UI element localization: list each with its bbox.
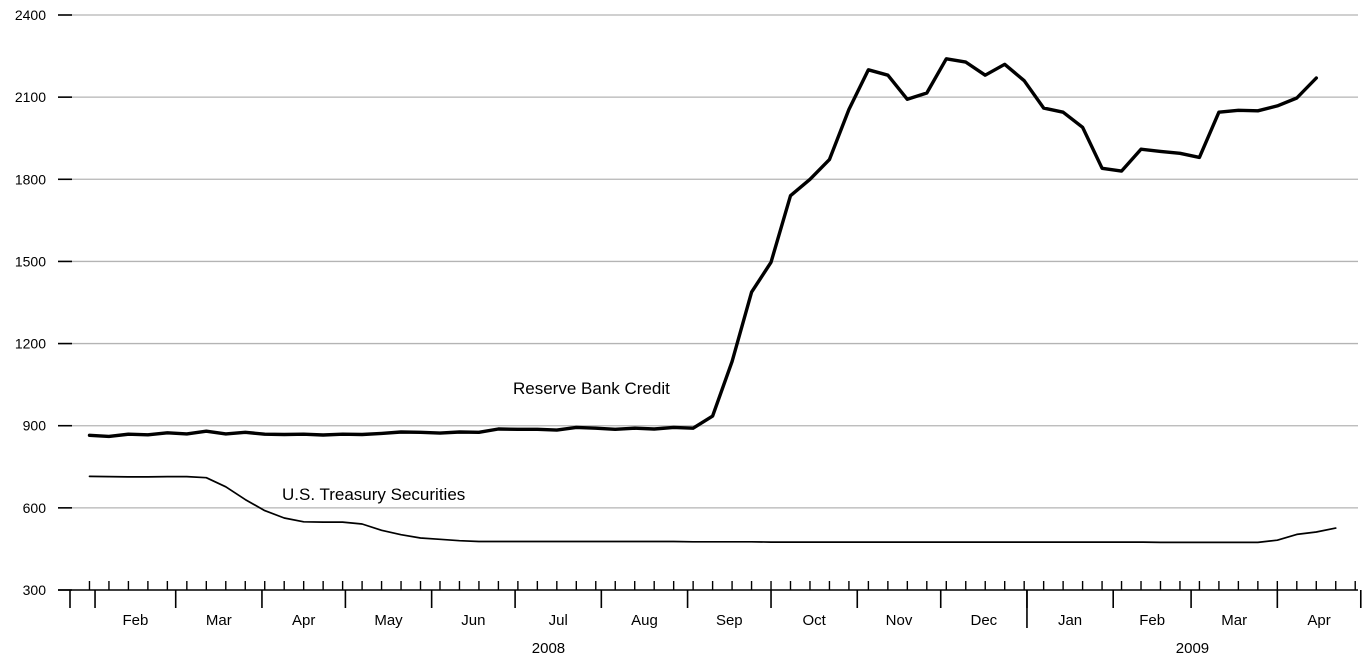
- y-tick-label: 1500: [15, 253, 46, 269]
- gridlines: [70, 14, 1358, 509]
- y-tick-label: 600: [23, 500, 47, 516]
- y-tick-label: 300: [23, 582, 47, 598]
- us-treasury-securities-line: [88, 475, 1337, 544]
- x-month-label: Jul: [549, 612, 568, 629]
- x-month-label: Mar: [206, 612, 232, 629]
- x-month-label: Dec: [970, 612, 997, 629]
- x-year-label: 2008: [532, 640, 565, 657]
- x-month-label: Feb: [1139, 612, 1165, 629]
- reserve-bank-credit-line: [87, 57, 1319, 439]
- x-month-label: May: [374, 612, 403, 629]
- x-month-label: Nov: [886, 612, 913, 629]
- x-month-label: Feb: [122, 612, 148, 629]
- y-tick-label: 1800: [15, 171, 46, 187]
- y-tick-label: 2100: [15, 89, 46, 105]
- x-month-label: Apr: [292, 612, 315, 629]
- y-tick-label: 2400: [15, 7, 46, 23]
- x-month-label: Sep: [716, 612, 743, 629]
- series-label-us-treasury-securities: U.S. Treasury Securities: [282, 485, 465, 504]
- x-month-label: Oct: [802, 612, 826, 629]
- x-axis: Feb Mar Apr May Jun Jul Aug Sep Oct Nov Dec Jan Feb M…: [58, 581, 1362, 657]
- x-month-label: Jan: [1058, 612, 1082, 629]
- x-month-label: Jun: [461, 612, 485, 629]
- x-month-label: Apr: [1307, 612, 1330, 629]
- series-lines: [87, 57, 1337, 544]
- x-year-label: 2009: [1176, 640, 1209, 657]
- x-month-label: Aug: [631, 612, 658, 629]
- x-month-label: Mar: [1221, 612, 1247, 629]
- y-tick-label: 1200: [15, 336, 46, 352]
- y-axis: 300 600 900 1200 1500 1800 2100 2400: [15, 7, 72, 598]
- series-label-reserve-bank-credit: Reserve Bank Credit: [513, 379, 670, 398]
- y-tick-label: 900: [23, 418, 47, 434]
